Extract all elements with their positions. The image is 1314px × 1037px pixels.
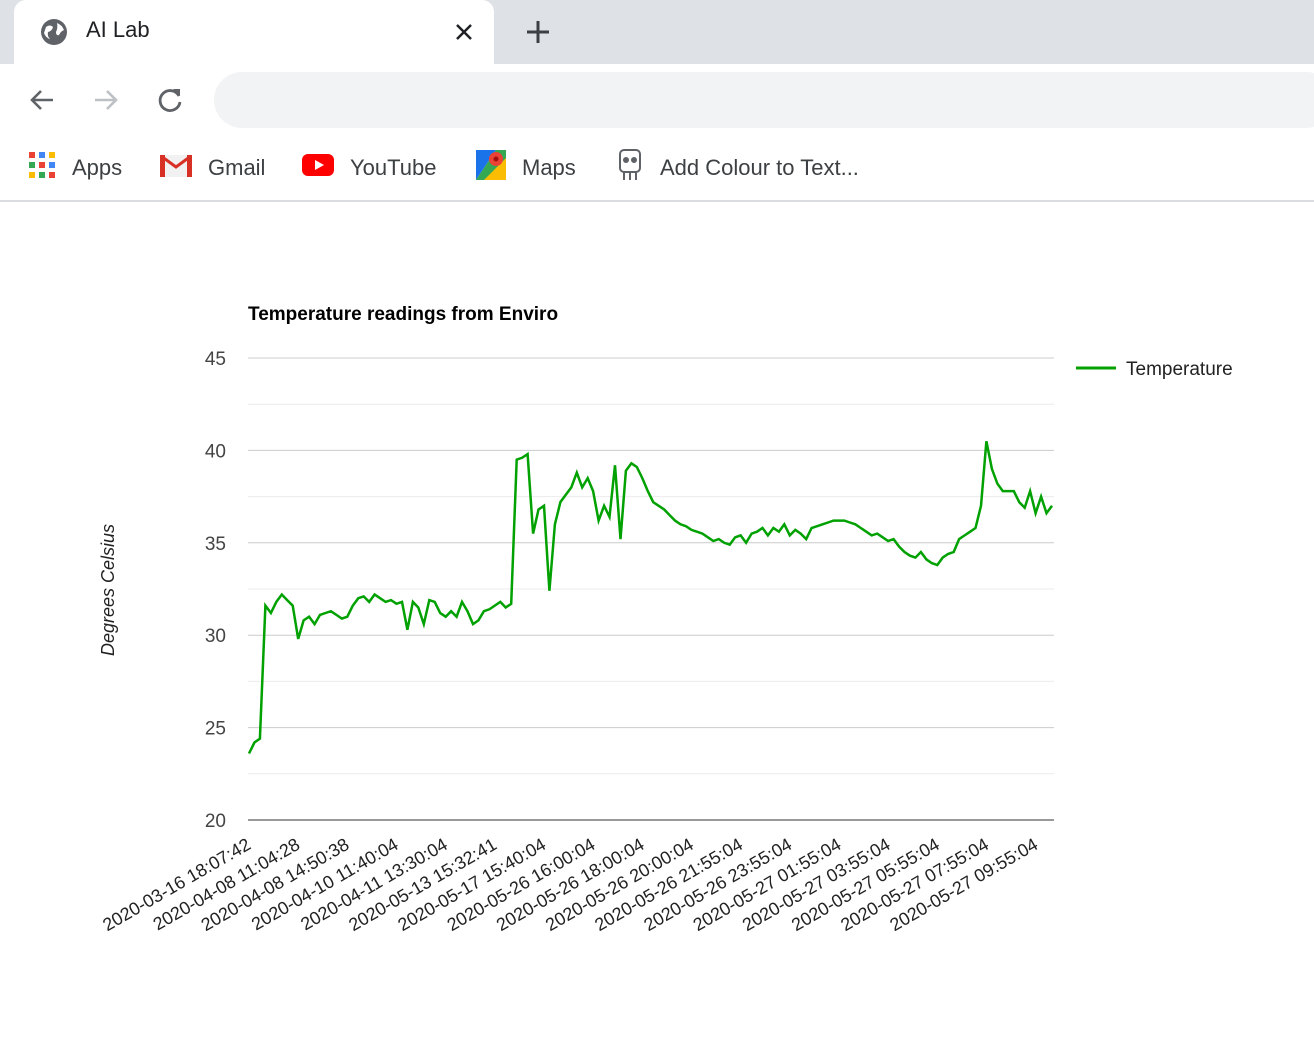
temperature-chart: Temperature readings from Enviro 20 25 30 3…	[98, 304, 1233, 935]
y-tick-label: 40	[205, 441, 226, 462]
gmail-icon	[160, 153, 192, 183]
y-tick-label: 45	[205, 349, 226, 370]
y-tick-label: 25	[205, 719, 226, 740]
tab-title: AI Lab	[86, 17, 150, 42]
maps-icon	[476, 150, 506, 186]
bookmark-add-colour[interactable]: Add Colour to Text...	[616, 149, 859, 187]
reload-icon[interactable]	[150, 80, 190, 120]
globe-icon	[38, 16, 70, 48]
forward-arrow-icon[interactable]	[86, 80, 126, 120]
bookmark-label: Gmail	[208, 155, 266, 180]
close-tab-icon[interactable]	[446, 14, 482, 50]
back-arrow-icon[interactable]	[22, 80, 62, 120]
new-tab-plus-icon[interactable]	[518, 12, 558, 52]
series-line-temperature	[247, 440, 1054, 755]
address-bar[interactable]	[214, 72, 1314, 128]
bookmark-label: Apps	[72, 155, 123, 180]
tab-active[interactable]: AI Lab	[14, 0, 494, 64]
y-tick-label: 20	[205, 811, 226, 832]
apps-grid-icon	[28, 151, 56, 185]
bookmark-label: Add Colour to Text...	[660, 155, 859, 180]
page-favicon-icon	[616, 149, 644, 187]
y-axis: 20 25 30 35 40 45	[205, 349, 226, 832]
browser-toolbar	[0, 64, 1314, 136]
bookmark-label: YouTube	[350, 155, 437, 180]
tab-strip: AI Lab	[0, 0, 1314, 64]
bookmark-gmail[interactable]: Gmail	[160, 150, 265, 186]
legend-label: Temperature	[1126, 359, 1233, 380]
bookmarks-bar: Apps Gmail YouTube Maps	[0, 136, 1314, 202]
bookmark-apps[interactable]: Apps	[28, 150, 122, 186]
y-tick-label: 30	[205, 626, 226, 647]
youtube-icon	[302, 153, 334, 183]
bookmark-label: Maps	[522, 155, 576, 180]
chart-title: Temperature readings from Enviro	[248, 304, 558, 325]
y-axis-label: Degrees Celsius	[98, 524, 118, 656]
bookmark-youtube[interactable]: YouTube	[302, 150, 436, 186]
legend[interactable]: Temperature	[1076, 359, 1233, 380]
y-tick-label: 35	[205, 534, 226, 555]
chart-gridlines	[248, 357, 1054, 821]
bookmark-maps[interactable]: Maps	[476, 150, 576, 186]
